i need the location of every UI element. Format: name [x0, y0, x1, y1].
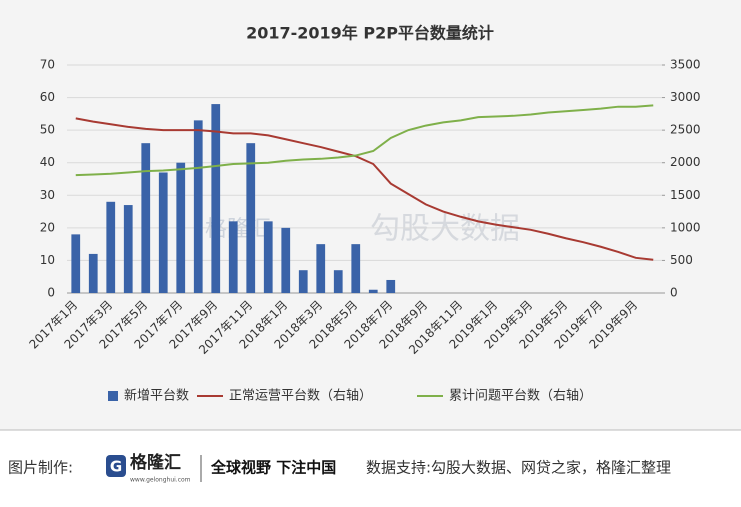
- bar: [123, 205, 133, 293]
- chart-title: 2017-2019年 P2P平台数量统计: [246, 24, 494, 43]
- y-tick-label: 10: [40, 253, 55, 267]
- bar: [316, 244, 326, 293]
- bar: [211, 104, 221, 293]
- bar: [263, 221, 273, 293]
- logo-text: 格隆汇: [130, 452, 181, 473]
- chart-background: [0, 0, 741, 430]
- legend-label: 累计问题平台数（右轴）: [449, 389, 592, 404]
- y2-tick-label: 3500: [670, 58, 701, 72]
- legend-label: 正常运营平台数（右轴）: [229, 389, 372, 404]
- bar: [71, 234, 81, 293]
- bar: [106, 201, 116, 293]
- bar: [368, 289, 378, 293]
- y-tick-label: 30: [40, 188, 55, 202]
- line: [75, 117, 654, 261]
- y-tick-label: 50: [40, 123, 55, 137]
- y-tick-label: 20: [40, 220, 55, 234]
- bar: [281, 227, 291, 293]
- y2-tick-label: 2500: [670, 123, 701, 137]
- y2-tick-label: 500: [670, 253, 693, 267]
- bar: [386, 279, 396, 293]
- bar: [88, 253, 98, 293]
- bar: [158, 172, 168, 293]
- y-tick-label: 0: [47, 286, 55, 300]
- y-tick-label: 70: [40, 58, 55, 72]
- y-tick-label: 60: [40, 90, 55, 104]
- legend-swatch: [108, 391, 118, 401]
- bar: [176, 162, 186, 293]
- y2-tick-label: 1500: [670, 188, 701, 202]
- bar: [228, 221, 238, 293]
- footer-label: 图片制作:: [8, 459, 73, 477]
- bar: [298, 270, 308, 293]
- bar: [246, 143, 256, 293]
- y2-tick-label: 2000: [670, 155, 701, 169]
- y2-tick-label: 1000: [670, 220, 701, 234]
- logo-url: www.gelonghui.com: [130, 477, 191, 484]
- y-tick-label: 40: [40, 155, 55, 169]
- legend-label: 新增平台数: [124, 388, 189, 404]
- bar: [141, 143, 151, 293]
- logo-icon-letter: G: [110, 458, 122, 476]
- footer-source: 数据支持:勾股大数据、网贷之家，格隆汇整理: [366, 459, 671, 477]
- logo-icon: [106, 455, 126, 477]
- footer-slogan: 全球视野 下注中国: [210, 459, 336, 477]
- y2-tick-label: 3000: [670, 90, 701, 104]
- line: [75, 104, 654, 177]
- bar: [333, 270, 343, 293]
- watermark: 勾股大数据: [370, 212, 520, 247]
- bar: [193, 120, 203, 293]
- y2-tick-label: 0: [670, 286, 678, 300]
- bar: [351, 244, 361, 293]
